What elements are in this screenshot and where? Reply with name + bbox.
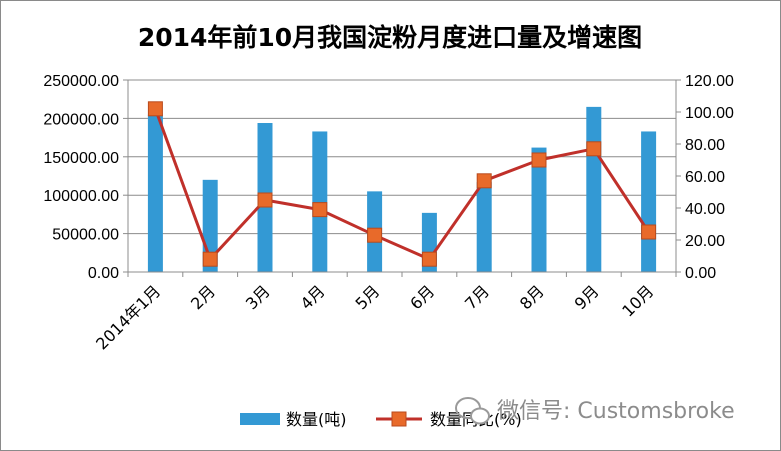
legend-bar-label: 数量(吨) <box>286 410 347 429</box>
right-tick-label: 100.00 <box>685 105 734 122</box>
line-point-marker <box>367 227 383 243</box>
line-point-marker <box>586 141 602 157</box>
gridlines <box>128 79 676 235</box>
watermark-text: 微信号: Customsbroke <box>497 399 735 424</box>
chart-title: 2014年前10月我国淀粉月度进口量及增速图 <box>138 23 642 52</box>
line-point-marker <box>312 202 328 218</box>
line-point-marker <box>147 101 163 117</box>
axes: 0.00 50000.00 100000.00 150000.00 200000.00 2… <box>43 73 734 353</box>
line-point-marker <box>641 224 657 240</box>
bar <box>312 131 328 272</box>
left-tick-label: 200000.00 <box>43 111 119 128</box>
right-tick-label: 0.00 <box>685 265 716 282</box>
left-tick-label: 50000.00 <box>52 227 119 244</box>
line-point-marker <box>421 251 437 267</box>
right-tick-label: 20.00 <box>685 233 725 250</box>
series-line <box>153 108 650 261</box>
legend-line-marker <box>391 411 407 427</box>
bar <box>586 106 602 272</box>
legend: 数量(吨) 数量同比(%) <box>240 410 522 429</box>
left-tick-label: 150000.00 <box>43 150 119 167</box>
line-point-marker <box>531 152 547 168</box>
line-series <box>147 101 657 267</box>
line-point-marker <box>202 251 218 267</box>
bar <box>476 182 492 272</box>
line-point-marker <box>476 173 492 189</box>
right-tick-label: 60.00 <box>685 169 725 186</box>
left-tick-label: 250000.00 <box>43 73 119 90</box>
line-point-marker <box>257 192 273 208</box>
left-tick-label: 100000.00 <box>43 188 119 205</box>
bar <box>641 131 657 272</box>
bar <box>531 147 547 272</box>
legend-bar-swatch <box>240 413 280 425</box>
left-tick-label: 0.00 <box>88 265 119 282</box>
watermark: 微信号: Customsbroke <box>455 397 735 425</box>
right-tick-label: 80.00 <box>685 137 725 154</box>
right-tick-label: 120.00 <box>685 73 734 90</box>
bar-series <box>147 106 657 273</box>
bar <box>147 114 163 272</box>
right-tick-label: 40.00 <box>685 201 725 218</box>
wechat-icon <box>455 397 490 425</box>
